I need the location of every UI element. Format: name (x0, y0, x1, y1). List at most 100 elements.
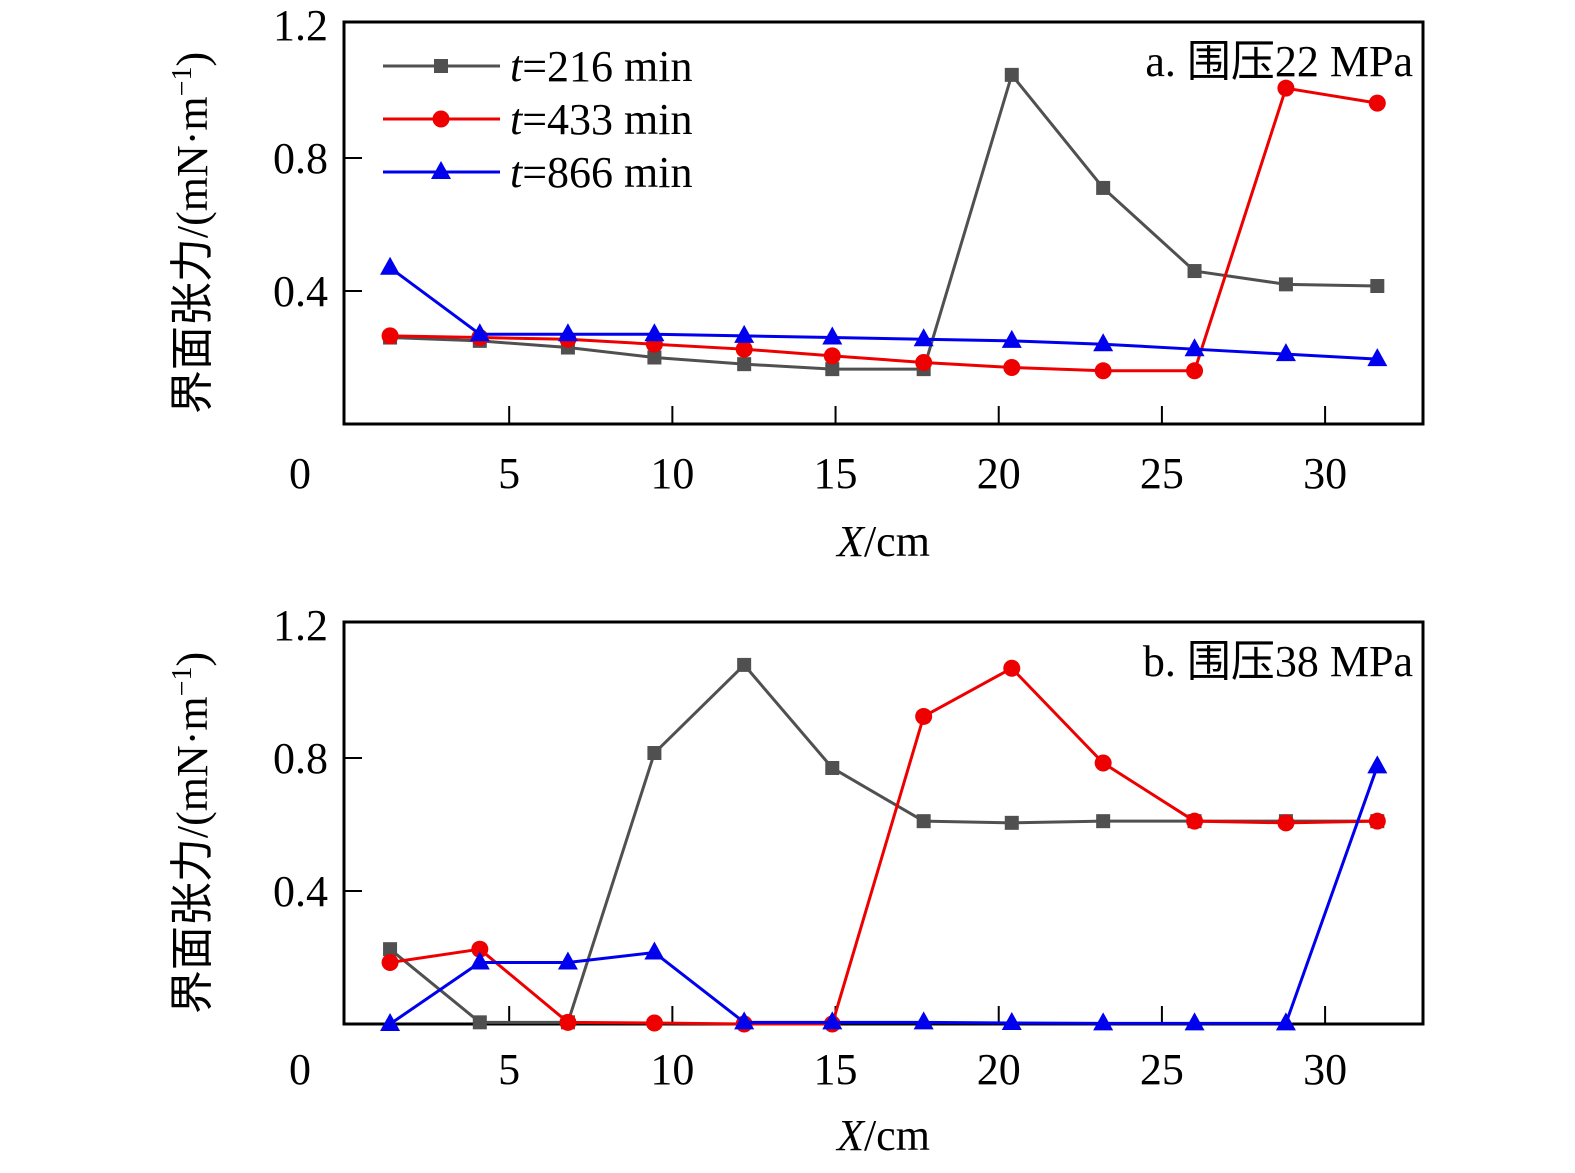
legend-label: t=433 min (510, 95, 693, 144)
data-point (647, 746, 662, 761)
data-point (822, 1011, 843, 1030)
x-axis-title-unit: /cm (864, 1111, 930, 1160)
data-point (734, 1011, 755, 1030)
x-tick-label: 20 (977, 1045, 1021, 1094)
series-t-433-min (381, 79, 1386, 380)
data-point (1187, 264, 1202, 279)
data-point (1096, 180, 1111, 195)
panel-a: 0 5 10 15 20 25 30 0.4 0.8 1.2 X/cm 界面张力/(mN·m−1) a.… (167, 1, 1425, 566)
data-point (825, 760, 840, 775)
data-point (1370, 279, 1385, 294)
data-point (1094, 754, 1112, 772)
x-axis-title: X/cm (835, 517, 930, 566)
data-point (913, 328, 934, 347)
series-line (389, 663, 1378, 1024)
x-tick-label: 15 (814, 449, 858, 498)
data-point (735, 340, 753, 358)
series-line (389, 765, 1379, 1026)
data-point (471, 940, 489, 958)
legend-item: t=216 min (383, 42, 693, 91)
y-axis-title-main: 界面张力/(mN·m (168, 96, 217, 414)
x-tick-label: 30 (1303, 449, 1347, 498)
series-t-216-min (383, 657, 1385, 1030)
data-point (559, 1013, 577, 1031)
plot-frame (342, 620, 1425, 1026)
y-axis-title-close: ) (168, 52, 217, 67)
data-point (1277, 79, 1295, 97)
data-point (1275, 343, 1296, 362)
legend-item: t=866 min (383, 148, 693, 197)
data-point (1184, 1012, 1205, 1031)
series-t-866-min (380, 256, 1388, 367)
data-point (472, 1015, 487, 1030)
panel-label: a. 围压22 MPa (1145, 37, 1413, 86)
x-tick-label: 10 (650, 1045, 694, 1094)
y-tick-label: 1.2 (273, 1, 328, 50)
y-tick-label: 1.2 (273, 601, 328, 650)
data-point (1096, 814, 1111, 829)
data-point (915, 707, 933, 725)
legend-label-rest: =866 min (522, 148, 692, 197)
x-tick-label: 0 (289, 1045, 311, 1094)
y-axis-title-sup: −1 (167, 667, 198, 697)
data-point (915, 353, 933, 371)
data-point (381, 953, 399, 971)
data-point (1275, 1012, 1296, 1031)
legend-label-var: t (510, 42, 524, 91)
x-tick-label: 5 (498, 1045, 520, 1094)
x-axis-title-unit: /cm (864, 517, 930, 566)
x-axis-title-var: X (835, 1111, 866, 1160)
data-point (1093, 333, 1114, 352)
data-point (644, 941, 665, 960)
data-point (1004, 815, 1019, 830)
x-tick-label: 20 (977, 449, 1021, 498)
data-point (557, 323, 578, 342)
y-axis-title-main: 界面张力/(mN·m (168, 696, 217, 1014)
data-point (734, 324, 755, 343)
data-point (822, 326, 843, 345)
y-tick-label: 0.4 (273, 867, 328, 916)
data-point (1184, 338, 1205, 357)
data-point (469, 323, 490, 342)
y-axis-title: 界面张力/(mN·m−1) (167, 52, 217, 414)
x-axis-title: X/cm (835, 1111, 930, 1160)
legend-label-var: t (510, 148, 524, 197)
data-point (381, 327, 399, 345)
data-point (1001, 1012, 1022, 1031)
data-point (1368, 812, 1386, 830)
data-point (1367, 348, 1388, 367)
x-axis-title-var: X (835, 517, 866, 566)
legend-label: t=216 min (510, 42, 693, 91)
series-line (389, 666, 1378, 1026)
data-point (647, 350, 662, 365)
y-axis-title-close: ) (168, 652, 217, 667)
legend-label-rest: =433 min (522, 95, 692, 144)
plot-frame (342, 20, 1425, 426)
data-point (1094, 362, 1112, 380)
legend-marker (434, 59, 448, 73)
x-tick-label: 0 (289, 449, 311, 498)
legend-marker (431, 161, 451, 179)
x-tick-label: 30 (1303, 1045, 1347, 1094)
data-point (557, 951, 578, 970)
data-point (1004, 67, 1019, 82)
data-point (1186, 812, 1204, 830)
data-point (383, 942, 398, 957)
legend-label: t=866 min (510, 148, 693, 197)
data-point (1277, 814, 1295, 832)
legend-item: t=433 min (383, 95, 693, 144)
data-point (737, 657, 752, 672)
series-line (389, 266, 1378, 361)
data-point (469, 951, 490, 970)
legend-label-var: t (510, 95, 524, 144)
data-point (1003, 358, 1021, 376)
x-tick-label: 10 (650, 449, 694, 498)
panel-label: b. 围压38 MPa (1143, 637, 1413, 686)
y-axis-title-sup: −1 (167, 67, 198, 97)
data-point (1367, 755, 1388, 774)
x-tick-label: 25 (1140, 1045, 1184, 1094)
series-line (390, 86, 1378, 373)
series-t-866-min (380, 755, 1388, 1031)
